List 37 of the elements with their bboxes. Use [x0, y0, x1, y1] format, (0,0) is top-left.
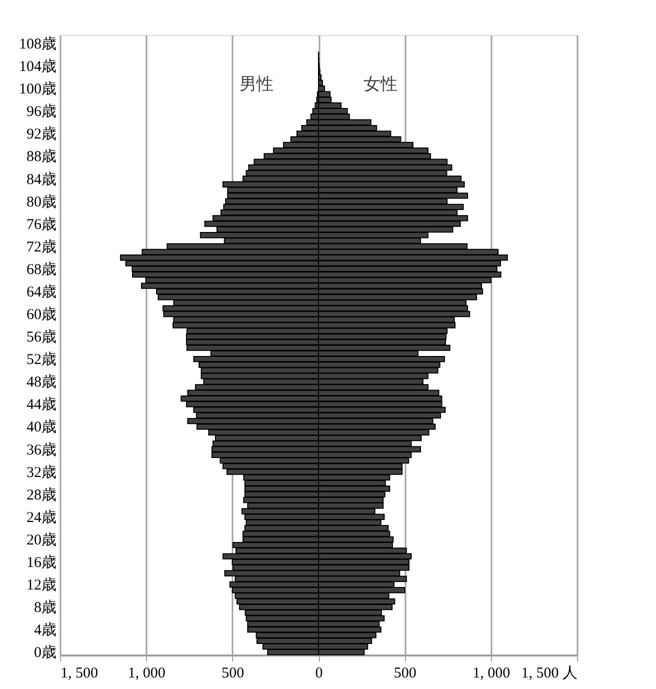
y-tick-label: 52歳	[26, 351, 56, 368]
y-tick-label: 56歳	[26, 328, 56, 346]
x-tick-label: 0	[315, 666, 323, 682]
y-tick-label: 20歳	[26, 531, 56, 548]
y-tick-label: 28歳	[26, 486, 56, 504]
y-tick-label: 108歳	[19, 36, 56, 53]
y-tick-label: 100歳	[19, 80, 56, 98]
y-tick-label: 24歳	[26, 508, 56, 526]
y-tick-label: 8歳	[34, 599, 56, 616]
y-tick-label: 104歳	[19, 58, 56, 76]
y-tick-label: 68歳	[26, 260, 56, 278]
y-tick-label: 60歳	[26, 306, 56, 324]
x-tick-label: 500	[222, 666, 244, 682]
text: 男性	[239, 74, 274, 95]
x-tick-label: 500	[394, 666, 416, 682]
y-tick-label: 12歳	[26, 576, 56, 594]
y-tick-label: 16歳	[26, 554, 56, 571]
series-label: 女性	[364, 74, 398, 95]
y-tick-label: 80歳	[26, 193, 56, 210]
y-tick-label: 32歳	[26, 464, 56, 481]
y-tick-label: 92歳	[26, 126, 56, 143]
x-tick-label: 1, 000	[128, 666, 166, 682]
y-tick-label: 4歳	[34, 622, 56, 639]
y-tick-label: 64歳	[26, 283, 56, 300]
y-tick-label: 40歳	[26, 418, 56, 436]
x-tick-label: 1, 500 人	[521, 666, 578, 682]
y-tick-label: 0歳	[34, 644, 56, 662]
y-tick-label: 88歳	[26, 148, 56, 166]
y-tick-label: 44歳	[26, 396, 56, 414]
y-tick-label: 96歳	[26, 103, 56, 120]
y-tick-label: 72歳	[26, 238, 56, 256]
y-tick-label: 36歳	[26, 441, 56, 458]
y-tick-label: 48歳	[26, 374, 56, 391]
y-tick-label: 76歳	[26, 216, 56, 233]
x-tick-label: 1, 500	[60, 666, 98, 682]
y-tick-label: 84歳	[26, 170, 56, 188]
x-tick-label: 1, 000	[472, 666, 510, 682]
